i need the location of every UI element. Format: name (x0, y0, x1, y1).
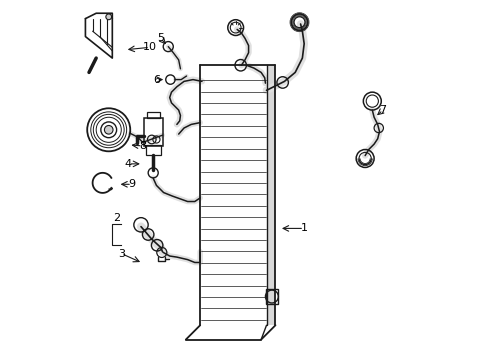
Text: 5: 5 (157, 33, 164, 43)
Text: 3: 3 (118, 248, 125, 258)
Text: 9: 9 (128, 179, 136, 189)
Circle shape (104, 126, 113, 134)
Text: 6: 6 (153, 75, 160, 85)
Bar (147, 112, 160, 118)
Text: 10: 10 (143, 42, 157, 52)
Bar (267, 65, 275, 325)
Bar (146, 145, 161, 155)
Bar (144, 118, 163, 146)
Text: 7: 7 (379, 105, 387, 115)
Bar (266, 289, 278, 304)
Text: 1: 1 (301, 224, 308, 233)
Text: 4: 4 (125, 159, 132, 169)
Text: 8: 8 (139, 141, 147, 151)
Text: 2: 2 (113, 213, 121, 223)
Circle shape (106, 14, 112, 20)
